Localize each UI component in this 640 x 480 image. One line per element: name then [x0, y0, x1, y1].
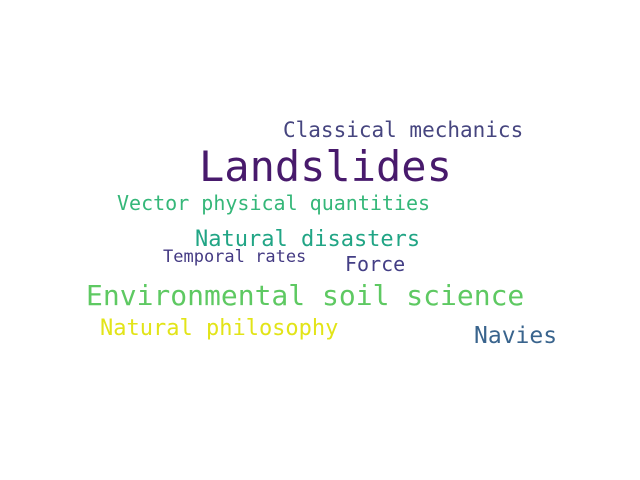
word-classical-mechanics: Classical mechanics	[283, 118, 524, 142]
word-natural-philosophy: Natural philosophy	[100, 316, 339, 341]
word-navies: Navies	[474, 323, 558, 349]
word-landslides: Landslides	[199, 142, 452, 191]
word-vector-physical-quantities: Vector physical quantities	[117, 191, 431, 215]
word-natural-disasters: Natural disasters	[195, 227, 421, 252]
word-environmental-soil-science: Environmental soil science	[86, 279, 525, 312]
word-force: Force	[345, 252, 406, 276]
word-temporal-rates: Temporal rates	[163, 247, 307, 267]
